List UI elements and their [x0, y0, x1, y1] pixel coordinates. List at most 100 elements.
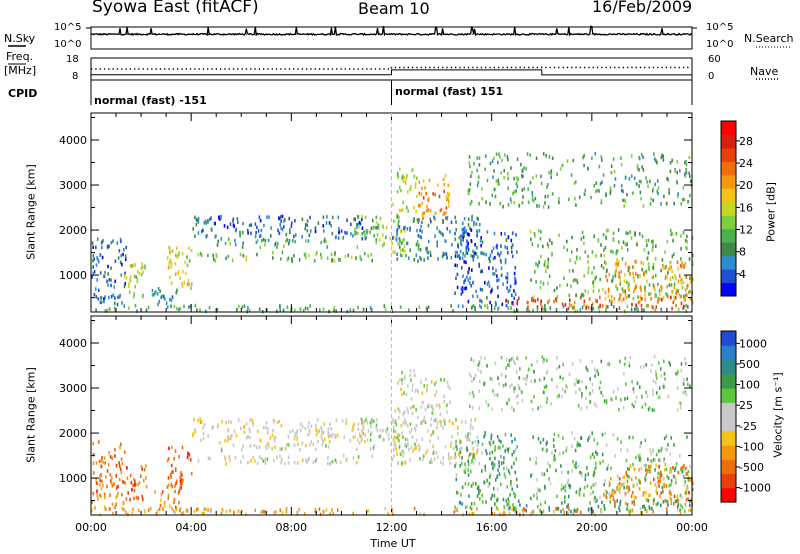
power-cell — [664, 250, 666, 254]
power-cell — [532, 298, 535, 303]
x-tick-label: 08:00 — [275, 521, 307, 534]
velocity-cell — [401, 370, 403, 375]
velocity-cell — [279, 454, 281, 459]
velocity-cell — [375, 418, 378, 422]
velocity-cell — [454, 464, 456, 468]
velocity-cell — [280, 460, 282, 465]
velocity-cell — [326, 462, 329, 466]
velocity-cell — [323, 422, 326, 427]
power-cell — [610, 164, 613, 168]
power-cell — [426, 246, 428, 251]
power-cell — [398, 215, 400, 219]
velocity-cell — [273, 458, 275, 463]
velocity-cell — [510, 482, 512, 487]
power-cell — [677, 307, 680, 312]
velocity-cell — [268, 445, 270, 449]
velocity-cell — [132, 477, 135, 482]
velocity-cell — [617, 387, 619, 391]
power-cell — [634, 232, 636, 237]
power-cell — [461, 290, 464, 294]
power-cell — [514, 292, 517, 296]
power-cell — [617, 275, 620, 279]
power-cell — [422, 196, 425, 200]
velocity-cell — [548, 508, 551, 512]
power-cell — [503, 176, 505, 180]
nsearch-label: N.Search — [744, 32, 794, 45]
power-cell — [402, 200, 404, 205]
velocity-cell — [614, 454, 616, 458]
power-cell — [515, 175, 518, 180]
power-cell — [673, 252, 675, 256]
velocity-cell — [533, 493, 535, 498]
velocity-cell — [573, 436, 576, 441]
velocity-cell — [329, 422, 331, 426]
nsky-label: N.Sky — [4, 32, 36, 45]
power-cell — [685, 162, 688, 167]
power-cell — [465, 250, 468, 255]
velocity-cell — [130, 480, 133, 485]
velocity-cell — [414, 446, 416, 451]
power-cell — [644, 293, 646, 298]
power-cell — [579, 295, 582, 300]
velocity-cell — [503, 472, 506, 476]
velocity-cell — [589, 492, 592, 496]
velocity-cell — [568, 494, 570, 499]
power-cell — [242, 241, 244, 245]
power-cell — [489, 300, 491, 305]
velocity-cell — [92, 441, 94, 446]
power-cell — [504, 232, 506, 236]
power-cell — [670, 261, 672, 265]
power-cell — [574, 196, 576, 201]
power-cell — [289, 228, 291, 232]
power-cell — [513, 271, 516, 276]
power-cell — [316, 251, 318, 255]
power-cell — [462, 221, 464, 226]
power-cell — [496, 278, 498, 283]
power-cell — [106, 279, 108, 283]
velocity-cell — [298, 507, 300, 512]
power-cell — [417, 234, 420, 238]
power-cell — [308, 253, 310, 258]
velocity-cell — [217, 423, 220, 427]
power-cell — [643, 308, 646, 312]
power-cell — [248, 309, 251, 313]
velocity-cell — [402, 411, 405, 416]
velocity-cell — [654, 381, 657, 385]
power-cell — [646, 256, 648, 261]
velocity-cell — [596, 441, 599, 446]
power-cell — [682, 280, 685, 285]
velocity-cell — [467, 459, 469, 464]
power-cell — [432, 192, 434, 196]
velocity-cell — [668, 483, 671, 488]
velocity-cell — [640, 441, 642, 445]
velocity-cell — [111, 484, 114, 488]
power-cell — [510, 306, 512, 310]
power-cell — [617, 228, 620, 232]
velocity-cell — [411, 384, 414, 388]
power-cell — [510, 238, 513, 243]
velocity-cell — [511, 405, 513, 410]
velocity-cell — [608, 362, 611, 367]
power-cell — [398, 236, 401, 241]
velocity-cell — [601, 432, 604, 437]
velocity-cell — [679, 508, 681, 512]
velocity-cell — [418, 448, 421, 452]
power-cell — [666, 239, 669, 244]
power-cell — [455, 220, 457, 224]
velocity-cell — [237, 509, 240, 513]
velocity-cell — [557, 393, 560, 398]
velocity-cell — [145, 476, 147, 480]
power-cell — [642, 262, 645, 266]
power-cell — [392, 250, 394, 254]
velocity-cell — [595, 370, 597, 374]
power-cell — [279, 215, 282, 219]
power-cell — [333, 259, 336, 263]
velocity-cell — [281, 457, 283, 461]
power-cell — [511, 243, 514, 247]
power-cell — [652, 262, 655, 267]
velocity-cell — [473, 501, 476, 506]
velocity-cell — [658, 449, 660, 453]
power-cell — [672, 300, 675, 305]
velocity-cell — [437, 436, 439, 440]
power-cell — [170, 265, 172, 269]
